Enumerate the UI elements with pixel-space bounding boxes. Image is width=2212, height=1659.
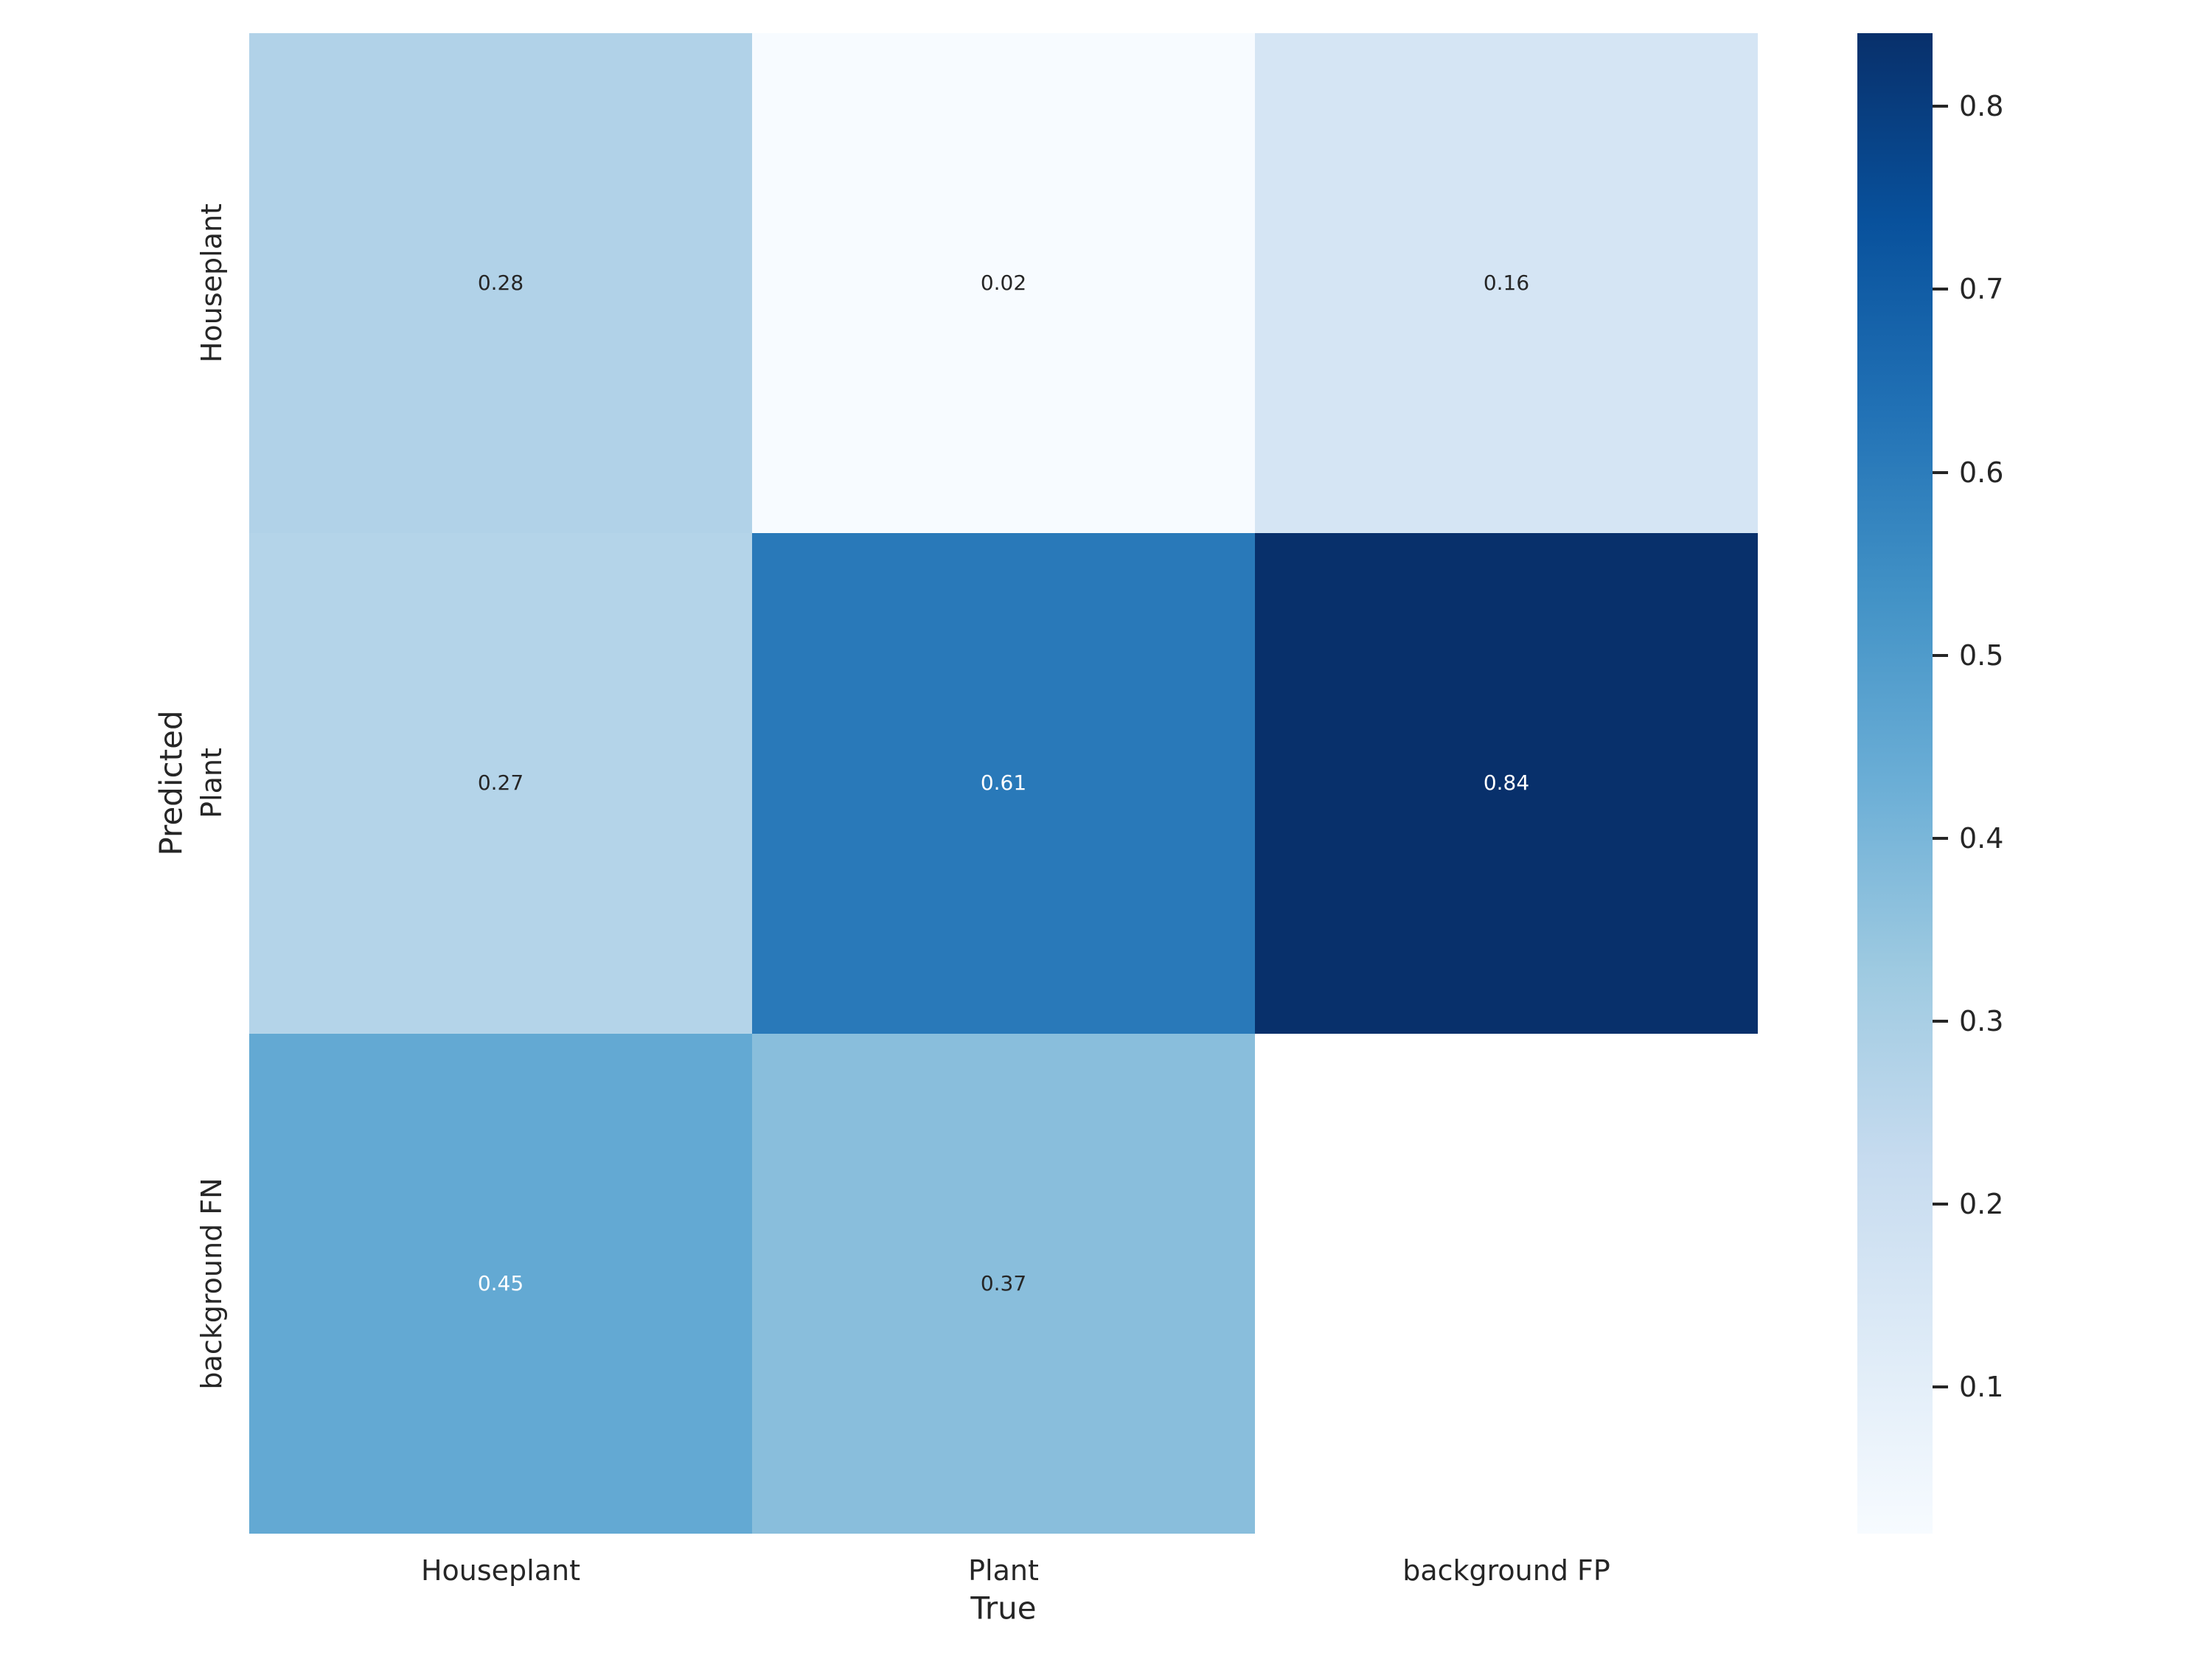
colorbar-tick-label: 0.4 [1959, 821, 2004, 855]
colorbar-tick-label: 0.1 [1959, 1371, 2004, 1404]
colorbar-tick-label: 0.7 [1959, 273, 2004, 306]
heatmap-cell: 0.16 [1255, 33, 1758, 534]
colorbar-tick-mark [1933, 653, 1948, 657]
y-tick-label: Plant [195, 748, 228, 819]
colorbar-tick-mark [1933, 1385, 1948, 1389]
x-tick-label: Plant [968, 1554, 1039, 1587]
colorbar-gradient [1857, 33, 1933, 1534]
x-tick-label: background FP [1402, 1554, 1610, 1587]
y-axis-label: Predicted [153, 710, 189, 856]
heatmap-cell: 0.45 [249, 1033, 752, 1534]
colorbar-tick-label: 0.6 [1959, 456, 2004, 489]
y-tick-label: background FN [195, 1178, 228, 1390]
heatmap-cell: 0.27 [249, 533, 752, 1034]
colorbar-tick-mark [1933, 105, 1948, 108]
colorbar-tick-label: 0.2 [1959, 1188, 2004, 1221]
colorbar-tick-label: 0.8 [1959, 90, 2004, 123]
confusion-matrix-heatmap: 0.28 0.02 0.16 0.27 0.61 0.84 0.45 0.37 [249, 33, 1758, 1534]
colorbar-tick-mark [1933, 1203, 1948, 1206]
heatmap-cell: 0.84 [1255, 533, 1758, 1034]
x-tick-label: Houseplant [420, 1554, 581, 1587]
heatmap-cell: 0.37 [752, 1033, 1255, 1534]
heatmap-cell: 0.02 [752, 33, 1255, 534]
y-tick-label: Houseplant [195, 204, 228, 364]
colorbar-tick-label: 0.5 [1959, 639, 2004, 672]
colorbar-tick-mark [1933, 1020, 1948, 1023]
heatmap-cell: 0.61 [752, 533, 1255, 1034]
colorbar-tick-mark [1933, 288, 1948, 291]
colorbar-tick-mark [1933, 470, 1948, 474]
x-axis-label: True [970, 1590, 1037, 1627]
heatmap-cell: 0.28 [249, 33, 752, 534]
colorbar-tick-label: 0.3 [1959, 1005, 2004, 1038]
heatmap-cell [1255, 1033, 1758, 1534]
colorbar-tick-mark [1933, 836, 1948, 840]
